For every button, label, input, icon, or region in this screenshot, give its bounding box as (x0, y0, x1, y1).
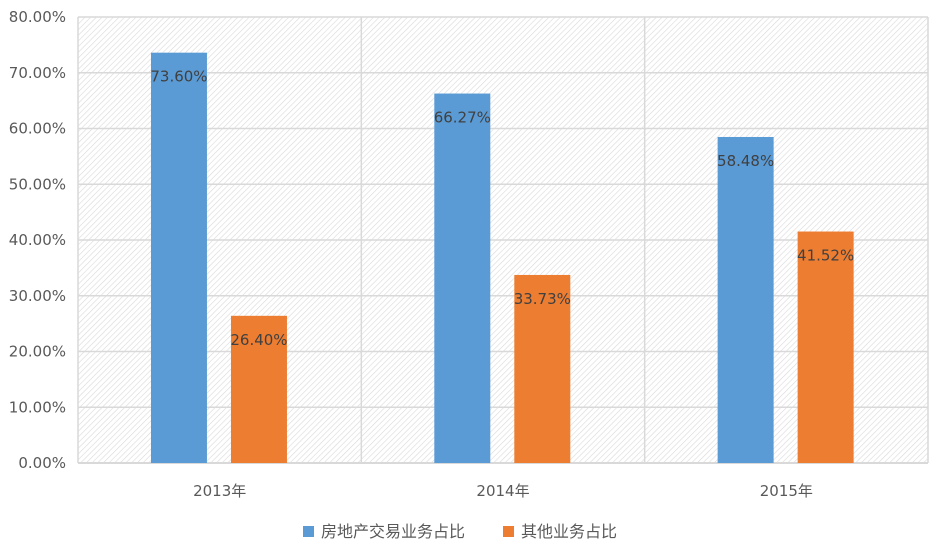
data-label: 73.60% (150, 68, 207, 86)
y-tick-label: 0.00% (18, 454, 66, 472)
bar-other-2015年 (797, 231, 854, 463)
legend-label: 其他业务占比 (521, 522, 617, 541)
data-label: 66.27% (434, 109, 491, 127)
bar-real-estate-2015年 (717, 136, 774, 463)
data-label: 41.52% (797, 247, 854, 265)
bar-other-2014年 (514, 274, 571, 463)
legend-label: 房地产交易业务占比 (321, 522, 465, 541)
data-label: 33.73% (514, 290, 571, 308)
y-tick-label: 60.00% (9, 120, 66, 138)
legend-swatch (503, 526, 514, 537)
bar-real-estate-2014年 (434, 93, 491, 464)
x-tick-label: 2015年 (760, 482, 813, 500)
y-tick-label: 70.00% (9, 64, 66, 82)
y-tick-label: 40.00% (9, 231, 66, 249)
y-tick-label: 30.00% (9, 287, 66, 305)
y-tick-label: 80.00% (9, 8, 66, 26)
data-label: 58.48% (717, 152, 774, 170)
y-tick-label: 20.00% (9, 343, 66, 361)
x-tick-label: 2014年 (476, 482, 529, 500)
bar-other-2013年 (230, 315, 287, 463)
x-tick-label: 2013年 (193, 482, 246, 500)
y-tick-label: 10.00% (9, 398, 66, 416)
bar-real-estate-2013年 (150, 52, 207, 464)
data-label: 26.40% (230, 331, 287, 349)
legend-swatch (303, 526, 314, 537)
y-tick-label: 50.00% (9, 175, 66, 193)
